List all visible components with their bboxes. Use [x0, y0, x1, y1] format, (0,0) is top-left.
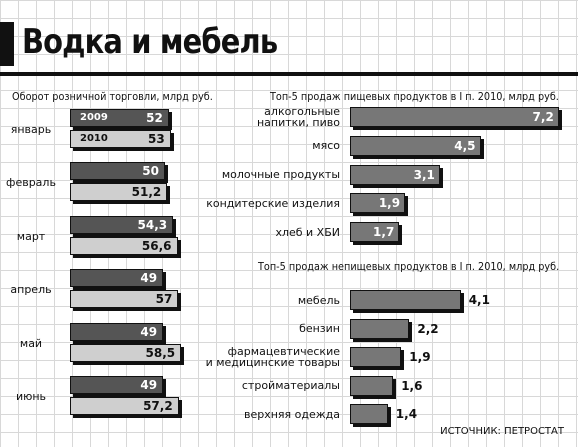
value-label: 4,1 [468, 293, 490, 307]
category-label: стройматериалы [241, 379, 340, 392]
bar [350, 222, 400, 243]
bar [70, 397, 179, 415]
category-label: хлеб и ХБИ [275, 225, 340, 239]
bar [350, 404, 388, 424]
bar [70, 215, 174, 234]
category-label: май [19, 336, 43, 350]
bar [350, 290, 461, 310]
value-label: 56,6 [141, 238, 172, 253]
bar [350, 135, 481, 156]
value-label: 52 [146, 111, 163, 125]
value-label: 1,9 [378, 196, 401, 211]
value-label: 51,2 [131, 185, 162, 200]
source: ИСТОЧНИК: ПЕТРОСТАТ [440, 426, 564, 437]
value-label: 1,6 [401, 378, 423, 393]
bar [350, 318, 410, 339]
bar [70, 109, 169, 127]
bar [350, 375, 394, 396]
value-label: 49 [140, 271, 158, 286]
bar [70, 269, 164, 288]
bar [70, 343, 182, 362]
value-label: 3,1 [413, 167, 435, 182]
category-label: молочные продукты [221, 168, 340, 182]
value-label: 7,2 [532, 110, 554, 124]
series-label: 2009 [80, 112, 108, 123]
category-label: верхняя одежда [243, 407, 340, 421]
value-label: 49 [140, 324, 158, 339]
category-label: алкогольные напитки, пиво [256, 105, 340, 129]
category-label: март [16, 229, 46, 243]
category-label: мясо [312, 139, 340, 153]
bar [70, 290, 179, 309]
bar [70, 322, 164, 341]
bar [70, 376, 164, 394]
chart-subtitle: Топ-5 продаж непищевых продуктов в I п. … [258, 260, 560, 273]
value-label: 1,9 [409, 350, 431, 364]
category-label: фармацевтические и медицинские товары [205, 345, 340, 369]
value-label: 49 [140, 378, 158, 392]
value-label: 1,7 [373, 225, 395, 240]
category-label: февраль [6, 176, 56, 190]
value-label: 50 [142, 164, 159, 179]
category-label: кондитерские изделия [206, 196, 340, 210]
bar [350, 164, 440, 185]
value-label: 57 [155, 292, 173, 307]
bar [350, 107, 559, 127]
bar [70, 130, 171, 148]
value-label: 4,5 [454, 138, 476, 153]
category-label: апрель [10, 283, 52, 297]
category-label: мебель [297, 293, 340, 307]
series-label: 2010 [80, 133, 108, 144]
chart-subtitle: Топ-5 продаж пищевых продуктов в I п. 20… [270, 90, 559, 103]
category-label: январь [10, 123, 52, 136]
chart-subtitle: Оборот розничной торговли, млрд руб. [12, 90, 213, 103]
title-marker [0, 22, 14, 66]
value-label: 1,4 [395, 407, 418, 421]
value-label: 58,5 [145, 345, 176, 360]
value-label: 2,2 [417, 321, 439, 336]
bar [350, 193, 406, 214]
category-label: июнь [15, 390, 47, 403]
category-label: бензин [299, 322, 340, 335]
bar [70, 183, 168, 202]
value-label: 57,2 [143, 399, 173, 413]
bar [70, 162, 165, 181]
bar [350, 347, 402, 367]
value-label: 54,3 [137, 217, 168, 232]
value-label: 53 [147, 132, 165, 146]
title-rule [0, 72, 578, 76]
bar [70, 236, 178, 255]
page-title: Водка и мебель [22, 22, 278, 62]
